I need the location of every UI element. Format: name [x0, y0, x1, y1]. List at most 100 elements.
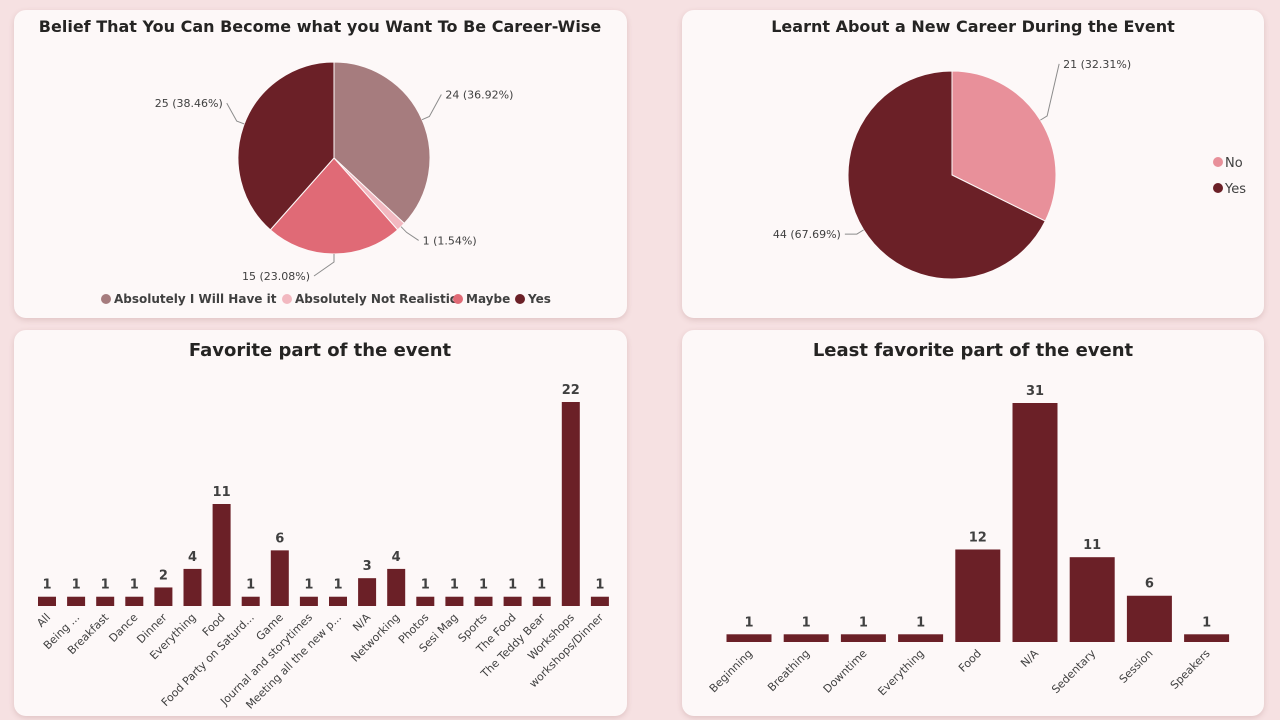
least-category-label-downtime: Downtime [821, 647, 870, 696]
favorite-bar-the-food[interactable] [503, 596, 522, 606]
belief-legend-label-absolutely-not-realistic[interactable]: Absolutely Not Realistic [295, 292, 457, 306]
least-value-label-sedentary: 11 [1083, 538, 1101, 553]
favorite-bar-game[interactable] [270, 550, 289, 606]
belief-chart-title: Belief That You Can Become what you Want… [39, 17, 602, 36]
career-pie-svg: Learnt About a New Career During the Eve… [771, 17, 1246, 280]
career-chart-title: Learnt About a New Career During the Eve… [771, 17, 1175, 36]
least-bar-food[interactable] [955, 549, 1001, 642]
favorite-value-label-food: 11 [213, 485, 231, 500]
favorite-bar-networking[interactable] [387, 568, 406, 606]
least-bar-downtime[interactable] [840, 634, 886, 642]
belief-pie-svg: Belief That You Can Become what you Want… [39, 17, 602, 306]
favorite-category-label-n-a: N/A [350, 611, 373, 634]
favorite-bar-food-party-on-saturd[interactable] [241, 596, 260, 606]
favorite-bar-dinner[interactable] [154, 587, 173, 606]
belief-legend-label-yes[interactable]: Yes [527, 292, 551, 306]
least-category-label-speakers: Speakers [1168, 647, 1213, 692]
favorite-bar-journal-and-storytimes[interactable] [299, 596, 318, 606]
favorite-value-label-dance: 1 [130, 578, 139, 593]
favorite-value-label-sports: 1 [479, 578, 488, 593]
career-legend-marker-no [1213, 157, 1223, 167]
favorite-bar-n-a[interactable] [358, 578, 377, 606]
favorite-bar-photos[interactable] [416, 596, 435, 606]
favorite-value-label-workshops-dinner: 1 [595, 578, 604, 593]
favorite-bar-all[interactable] [38, 596, 56, 606]
career-leader-no [1040, 63, 1060, 121]
belief-pie-slices [237, 61, 431, 255]
least-bar-session[interactable] [1126, 595, 1172, 642]
favorite-value-label-workshops: 22 [562, 383, 580, 398]
belief-slice-yes[interactable] [237, 61, 335, 231]
belief-legend-label-absolutely-i-will-have-it[interactable]: Absolutely I Will Have it [114, 292, 277, 306]
career-legend-label-yes[interactable]: Yes [1224, 182, 1246, 197]
favorite-value-label-being: 1 [72, 578, 81, 593]
favorite-chart-card[interactable]: Favorite part of the event 1 All 1 Being ..… [14, 330, 627, 716]
least-chart-card[interactable]: Least favorite part of the event 1 Beginn… [682, 330, 1264, 716]
least-value-label-n-a: 31 [1026, 384, 1044, 399]
favorite-bar-workshops-dinner[interactable] [590, 596, 609, 606]
least-category-label-beginning: Beginning [707, 647, 755, 695]
belief-legend-marker-absolutely-i-will-have-it [101, 294, 111, 304]
favorite-value-label-the-teddy-bear: 1 [537, 578, 546, 593]
belief-pie-labels: 24 (36.92%) 1 (1.54%) 15 (23.08%) 25 (38.46… [155, 88, 514, 283]
belief-leader-absolutely-not-realistic [400, 226, 419, 241]
favorite-bar-breakfast[interactable] [96, 596, 115, 606]
belief-label-yes: 25 (38.46%) [155, 97, 223, 110]
favorite-category-label-all: All [34, 611, 53, 630]
least-category-label-session: Session [1117, 647, 1156, 686]
least-chart-title: Least favorite part of the event [813, 340, 1134, 361]
favorite-value-label-the-food: 1 [508, 578, 517, 593]
career-label-yes: 44 (67.69%) [773, 228, 841, 241]
favorite-bar-food[interactable] [212, 504, 231, 606]
career-legend: No Yes [1213, 156, 1246, 197]
least-value-label-session: 6 [1145, 577, 1154, 592]
least-bar-everything[interactable] [898, 634, 944, 642]
favorite-bar-workshops[interactable] [561, 402, 580, 606]
least-bar-sedentary[interactable] [1069, 557, 1115, 642]
least-bar-beginning[interactable] [726, 634, 772, 642]
least-bar-speakers[interactable] [1184, 634, 1230, 642]
favorite-value-label-journal-and-storytimes: 1 [304, 578, 313, 593]
least-category-label-everything: Everything [875, 647, 926, 698]
least-bars: 1 Beginning 1 Breathing 1 Downtime 1 Everything… [707, 384, 1230, 698]
belief-legend-marker-maybe [453, 294, 463, 304]
favorite-value-label-food-party-on-saturd: 1 [246, 578, 255, 593]
favorite-value-label-networking: 4 [392, 550, 401, 565]
favorite-value-label-everything: 4 [188, 550, 197, 565]
belief-label-absolutely-not-realistic: 1 (1.54%) [423, 234, 477, 247]
least-value-label-food: 12 [969, 530, 987, 545]
least-bar-svg: Least favorite part of the event 1 Beginn… [707, 340, 1230, 698]
belief-leader-maybe [313, 254, 335, 277]
least-category-label-n-a: N/A [1018, 647, 1041, 670]
favorite-bar-sesi-mag[interactable] [445, 596, 464, 606]
belief-legend-marker-absolutely-not-realistic [282, 294, 292, 304]
career-slice-yes[interactable] [847, 70, 1046, 280]
favorite-value-label-dinner: 2 [159, 568, 168, 583]
belief-label-maybe: 15 (23.08%) [242, 270, 310, 283]
favorite-bar-the-teddy-bear[interactable] [532, 596, 551, 606]
favorite-bar-everything[interactable] [183, 568, 202, 606]
career-chart-card[interactable]: Learnt About a New Career During the Eve… [682, 10, 1264, 318]
belief-legend: Absolutely I Will Have it Absolutely Not … [101, 292, 551, 306]
belief-label-absolutely-i-will-have-it: 24 (36.92%) [445, 88, 513, 101]
career-legend-marker-yes [1213, 183, 1223, 193]
favorite-value-label-meeting-all-the-new-p: 1 [333, 578, 342, 593]
career-label-no: 21 (32.31%) [1063, 58, 1131, 71]
least-value-label-downtime: 1 [859, 615, 868, 630]
favorite-bar-dance[interactable] [125, 596, 144, 606]
career-pie-labels: 21 (32.31%) 44 (67.69%) [773, 58, 1131, 241]
career-slice-no[interactable] [951, 70, 1057, 222]
favorite-bar-being[interactable] [67, 596, 86, 606]
belief-legend-label-maybe[interactable]: Maybe [466, 292, 510, 306]
least-bar-n-a[interactable] [1012, 403, 1058, 642]
career-legend-label-no[interactable]: No [1225, 156, 1243, 171]
favorite-bar-meeting-all-the-new-p[interactable] [329, 596, 347, 606]
belief-legend-marker-yes [515, 294, 525, 304]
least-bar-breathing[interactable] [783, 634, 829, 642]
belief-chart-card[interactable]: Belief That You Can Become what you Want… [14, 10, 627, 318]
favorite-bar-sports[interactable] [474, 596, 493, 606]
least-category-label-breathing: Breathing [765, 647, 812, 694]
least-category-label-sedentary: Sedentary [1049, 647, 1099, 697]
